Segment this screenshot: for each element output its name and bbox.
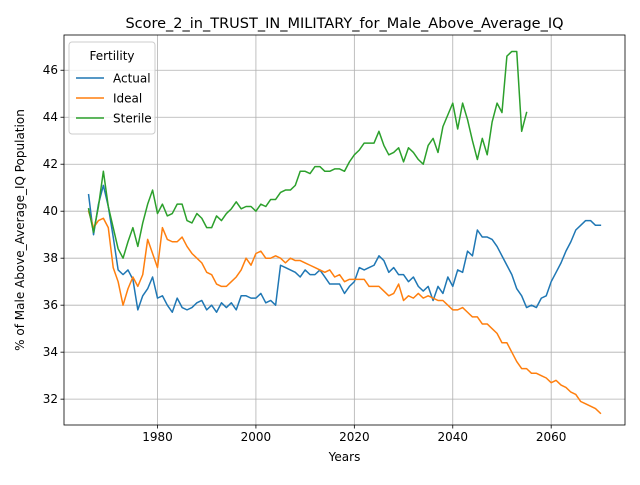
y-tick-label: 36 [43,298,58,312]
x-tick-label: 2040 [437,430,468,444]
x-tick-label: 2020 [339,430,370,444]
legend-title: Fertility [89,49,134,63]
y-tick-label: 38 [43,251,58,265]
y-tick-label: 40 [43,204,58,218]
legend-label-actual: Actual [113,72,151,86]
x-tick-label: 2000 [241,430,272,444]
legend-label-sterile: Sterile [113,112,152,126]
series-lines [87,50,602,415]
legend-box [68,41,156,135]
grid [64,35,625,425]
chart-title: Score_2_in_TRUST_IN_MILITARY_for_Male_Ab… [125,16,563,32]
y-tick-label: 44 [43,110,58,124]
series-line-actual [87,184,602,313]
series-line-sterile [87,50,528,259]
x-tick-label: 1980 [142,430,173,444]
y-tick-label: 32 [43,392,58,406]
y-axis-label: % of Male Above_Average_IQ Population [13,109,27,351]
x-axis-label: Years [328,450,361,464]
y-tick-label: 34 [43,345,58,359]
y-tick-label: 42 [43,157,58,171]
axes-frame [63,34,626,426]
series-line-ideal [87,210,602,415]
y-tick-label: 46 [43,63,58,77]
x-tick-label: 2060 [536,430,567,444]
legend-label-ideal: Ideal [113,92,142,106]
legend: Fertility Actual Ideal Sterile [68,41,156,135]
axis-ticks: 1980 2000 2020 2040 2060 32 34 36 38 40 42 44 46 [43,63,567,444]
legend-items: Actual Ideal Sterile [76,72,152,126]
